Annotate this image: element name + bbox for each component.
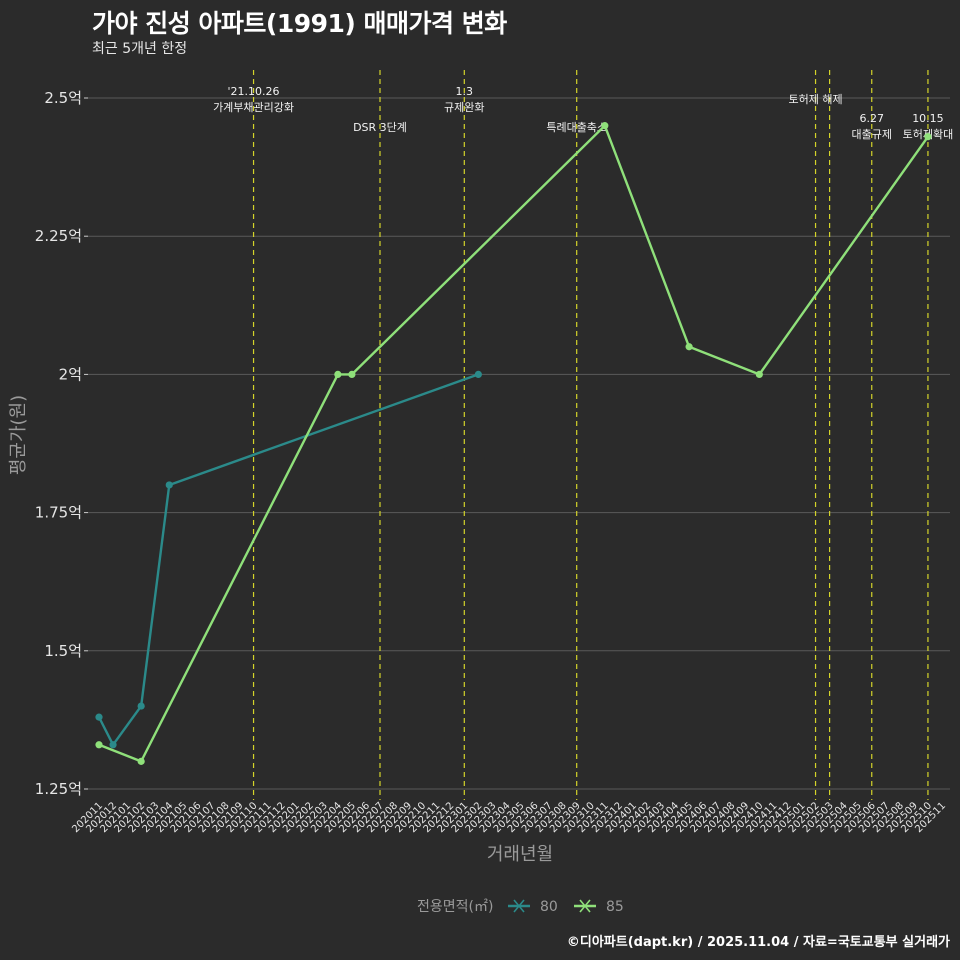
event-label-date: 10.15 [912,112,944,125]
event-label-date: 1.3 [456,85,474,98]
legend-swatch-marker [579,899,591,913]
y-tick-label: 2억 [59,365,82,383]
x-axis-title: 거래년월 [487,844,553,865]
legend-swatch-marker [513,899,525,913]
series-lines [95,122,932,765]
event-label-text: 토허제 해제 [788,92,842,106]
data-point [137,702,145,710]
data-point [924,133,932,141]
event-label-text: 가계부채관리강화 [213,101,294,114]
data-point [474,370,482,378]
event-label-text: 규제완화 [444,101,484,114]
y-tick-label: 1.5억 [44,642,82,660]
series-line-80 [97,373,479,746]
chart-title: 가야 진성 아파트(1991) 매매가격 변화 [92,9,507,38]
event-label-text: DSR 3단계 [353,121,407,134]
legend-title: 전용면적(㎡) [417,899,493,915]
source-caption: ©디아파트(dapt.kr) / 2025.11.04 / 자료=국토교통부 실… [566,935,950,950]
data-point [165,481,173,489]
y-tick-label: 2.25억 [35,227,82,245]
y-axis-ticks: 1.25억 1.5억 1.75억 2억 2.25억 2.5억 [35,89,88,798]
event-label-text: 대출규제 [852,128,892,141]
legend: 전용면적(㎡) 80 85 [417,899,624,915]
grid-lines [88,97,950,790]
y-tick-label: 1.75억 [35,504,82,522]
data-point [137,757,145,765]
event-label-date: '21.10.26 [228,85,280,98]
legend-label: 85 [606,899,624,915]
data-point [95,741,103,749]
event-label-text: 특례대출축소 [546,121,607,134]
data-point [601,122,609,130]
y-tick-label: 1.25억 [35,780,82,798]
data-point [685,343,693,351]
series-line-85 [98,124,929,763]
data-point [334,370,342,378]
x-axis-ticks: 2020112020122021012021022021032021042021… [70,800,948,835]
y-axis-title: 평균가(원) [8,395,29,475]
data-point [755,370,763,378]
chart-subtitle: 최근 5개년 한정 [92,41,188,57]
data-point [95,713,103,721]
legend-label: 80 [540,899,558,915]
y-tick-label: 2.5억 [44,89,82,107]
data-point [109,741,117,749]
data-point [348,370,356,378]
event-label-date: 6.27 [860,112,885,125]
